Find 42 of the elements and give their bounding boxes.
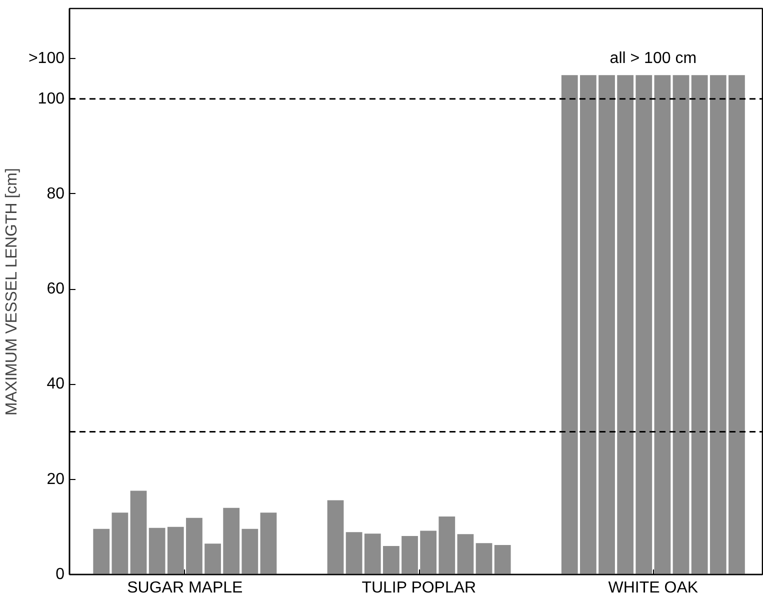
bar	[242, 528, 258, 574]
y-tick-label: >100	[28, 50, 65, 67]
annotation: all > 100 cm	[610, 50, 697, 68]
bar	[728, 75, 745, 574]
bar	[561, 75, 578, 574]
x-tick-label: TULIP POPLAR	[362, 580, 476, 596]
bar	[402, 536, 418, 574]
bar	[457, 534, 474, 574]
bar	[383, 546, 400, 574]
bar	[691, 75, 708, 574]
bar	[260, 512, 277, 574]
y-tick-label: 40	[46, 376, 65, 393]
bar	[364, 534, 381, 574]
bar	[327, 500, 344, 574]
bar	[148, 528, 166, 574]
bar	[494, 545, 511, 574]
bar	[617, 75, 634, 574]
bar	[710, 75, 726, 574]
bar	[112, 512, 128, 574]
y-tick-label: 80	[46, 185, 65, 202]
bar	[167, 526, 184, 574]
bar	[204, 544, 221, 574]
x-tick-label: WHITE OAK	[608, 580, 698, 596]
y-tick-label: 100	[38, 90, 65, 108]
bar	[186, 518, 202, 574]
y-axis-title: MAXIMUM VESSEL LENGTH [cm]	[3, 168, 20, 416]
bar	[598, 75, 615, 574]
x-tick-label: SUGAR MAPLE	[127, 580, 243, 596]
bar	[223, 508, 240, 574]
bar	[672, 75, 690, 574]
y-tick-label: 60	[46, 280, 65, 298]
bar	[346, 532, 362, 574]
bar	[654, 75, 671, 574]
bar	[636, 75, 652, 574]
bar	[420, 530, 437, 574]
bar	[438, 516, 456, 574]
y-tick-label: 20	[46, 470, 65, 488]
bar	[580, 75, 596, 574]
bar	[93, 528, 110, 574]
y-tick-label: 0	[56, 566, 65, 583]
bar	[476, 543, 492, 574]
bar	[130, 490, 147, 574]
